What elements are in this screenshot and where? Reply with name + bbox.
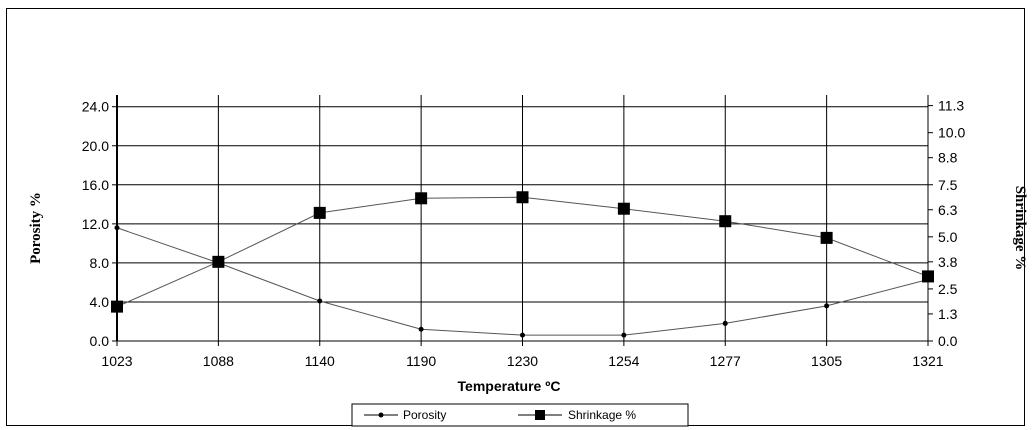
legend-porosity-label: Porosity xyxy=(403,408,446,422)
shrinkage-point xyxy=(617,202,630,215)
axes xyxy=(112,95,933,346)
x-tick-label: 1277 xyxy=(710,353,741,369)
x-tick-label: 1254 xyxy=(608,353,639,369)
porosity-point xyxy=(418,326,424,332)
tick-labels: 0.0 4.0 8.0 12.0 16.0 20.0 24.0 1023 1088 1140 119… xyxy=(82,98,966,369)
x-tick-label: 1305 xyxy=(811,353,842,369)
right-tick-label: 5.0 xyxy=(938,229,958,245)
right-tick-label: 0.0 xyxy=(938,333,958,349)
shrinkage-point xyxy=(820,231,833,244)
shrinkage-point xyxy=(719,215,732,228)
right-tick-label: 3.8 xyxy=(938,254,958,270)
x-axis-title: Temperature ºC xyxy=(458,378,561,394)
porosity-point xyxy=(824,303,830,309)
shrinkage-point xyxy=(212,255,225,268)
right-axis-title: Shrinkage % xyxy=(1012,186,1028,271)
x-tick-label: 1088 xyxy=(203,353,234,369)
legend: Porosity Shrinkage % xyxy=(351,403,689,427)
chart-frame xyxy=(6,8,1025,426)
x-tick-label: 1140 xyxy=(305,353,335,369)
porosity-point xyxy=(317,298,323,304)
porosity-point xyxy=(722,320,728,326)
shrinkage-point xyxy=(111,300,123,313)
left-tick-label: 20.0 xyxy=(82,138,109,154)
left-tick-label: 24.0 xyxy=(82,99,109,115)
legend-shrinkage-label: Shrinkage % xyxy=(568,408,636,422)
porosity-point xyxy=(520,332,525,338)
right-tick-label: 11.3 xyxy=(938,98,964,114)
left-tick-label: 12.0 xyxy=(82,216,109,232)
shrinkage-point xyxy=(313,206,326,219)
porosity-point xyxy=(621,332,627,338)
left-tick-label: 0.0 xyxy=(90,333,110,349)
grid-lines xyxy=(116,95,929,342)
shrinkage-point xyxy=(922,270,934,283)
x-tick-label: 1321 xyxy=(912,353,943,369)
right-tick-label: 10.0 xyxy=(938,125,965,141)
x-tick-label: 1190 xyxy=(406,353,436,369)
legend-porosity-marker xyxy=(378,412,384,418)
left-tick-label: 8.0 xyxy=(90,255,110,271)
right-tick-label: 6.3 xyxy=(938,202,958,218)
series-lines xyxy=(111,191,934,338)
x-tick-label: 1023 xyxy=(101,353,132,369)
right-tick-label: 2.5 xyxy=(938,281,958,297)
left-axis-title: Porosity % xyxy=(28,192,44,264)
right-tick-label: 7.5 xyxy=(938,177,958,193)
x-tick-label: 1230 xyxy=(507,353,538,369)
shrinkage-point xyxy=(415,192,428,205)
legend-shrinkage-marker xyxy=(535,410,545,420)
left-tick-label: 16.0 xyxy=(82,177,109,193)
porosity-point xyxy=(114,225,120,231)
left-tick-label: 4.0 xyxy=(90,294,110,310)
right-tick-label: 8.8 xyxy=(938,150,958,166)
shrinkage-point xyxy=(516,191,529,204)
right-tick-label: 1.3 xyxy=(938,306,958,322)
